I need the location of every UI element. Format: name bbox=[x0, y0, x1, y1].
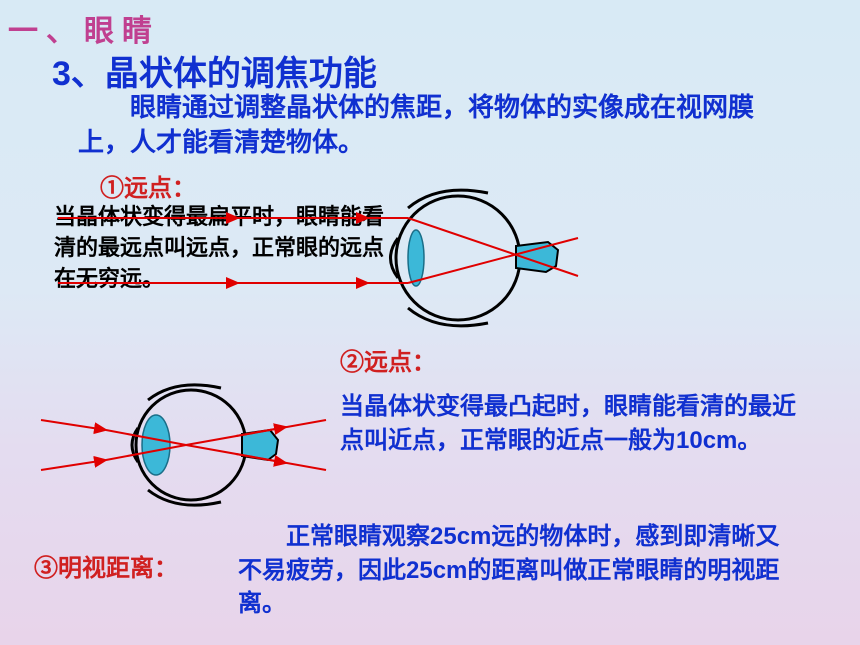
label-near-point: ②远点： bbox=[340, 342, 436, 377]
sub-heading: 3、晶状体的调焦功能 bbox=[52, 46, 377, 95]
eye-far-point-diagram bbox=[58, 168, 618, 348]
near-point-text: 当晶体状变得最凸起时，眼睛能看清的最近点叫近点，正常眼的近点一般为10cm。 bbox=[340, 390, 810, 457]
intro-text: 眼睛通过调整晶状体的焦距，将物体的实像成在视网膜上，人才能看清楚物体。 bbox=[78, 90, 798, 160]
label-clear-distance: ③明视距离： bbox=[34, 548, 178, 583]
eye-near-point-diagram bbox=[36, 370, 336, 520]
section-title: 一、眼睛 bbox=[8, 6, 160, 50]
clear-distance-text: 正常眼睛观察25cm远的物体时，感到即清晰又不易疲劳，因此25cm的距离叫做正常… bbox=[238, 520, 798, 621]
